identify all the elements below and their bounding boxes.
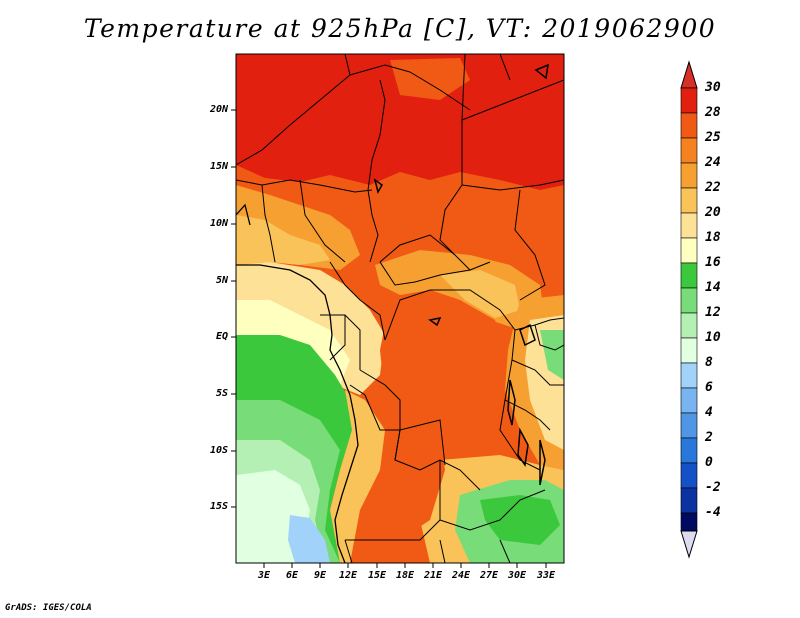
colorbar-top-arrow [680, 60, 698, 89]
footer-credit: GrADS: IGES/COLA [5, 603, 92, 613]
colorbar-label-18: 18 [705, 230, 721, 245]
colorbar-label-10: 10 [705, 330, 721, 345]
region-25-28-southwest [375, 420, 445, 540]
lon-label-27e: 27E [479, 570, 499, 581]
lon-label-33e: 33E [536, 570, 556, 581]
colorbar-label-8: 8 [705, 355, 713, 370]
region-14-16-south [480, 495, 560, 545]
region-6-8-angola [288, 515, 330, 563]
lakes [373, 63, 549, 486]
lat-label-15s: 15S [209, 501, 228, 512]
region-28-30 [236, 54, 564, 190]
lon-label-3e: 3E [257, 570, 271, 581]
lat-label-5s: 5S [215, 388, 228, 399]
lon-label-6e: 6E [285, 570, 299, 581]
lon-ticks [263, 563, 547, 568]
colorbar-label-25: 25 [705, 130, 721, 145]
colorbar-label-30: 30 [705, 80, 721, 95]
lon-label-30e: 30E [507, 570, 527, 581]
lon-label-9e: 9E [313, 570, 327, 581]
region-25-28-north [390, 58, 470, 100]
country-borders [236, 54, 564, 563]
map-frame [235, 53, 565, 564]
lat-label-10n: 10N [209, 218, 228, 229]
lat-label-20n: 20N [209, 104, 228, 115]
colorbar-label-minus2: -2 [705, 480, 721, 495]
lon-label-24e: 24E [451, 570, 471, 581]
region-25-28-interior [380, 290, 505, 460]
colorbar-label-4: 4 [705, 405, 713, 420]
colorbar-label-16: 16 [705, 255, 721, 270]
region-12-14-east [540, 330, 564, 380]
colorbar-label-28: 28 [705, 105, 721, 120]
colorbar-bottom-arrow [680, 530, 698, 559]
lon-label-12e: 12E [338, 570, 358, 581]
colorbar-label-minus4: -4 [705, 505, 721, 520]
colorbar-label-22: 22 [705, 180, 721, 195]
chart-title: Temperature at 925hPa [C], VT: 201906290… [83, 14, 717, 43]
region-20-22-coast [330, 390, 385, 563]
colorbar [680, 60, 698, 559]
lon-label-15e: 15E [367, 570, 387, 581]
temperature-field [236, 54, 564, 563]
colorbar-label-2: 2 [705, 430, 713, 445]
colorbar-label-0: 0 [705, 455, 713, 470]
lat-label-eq: EQ [215, 331, 228, 342]
colorbar-label-24: 24 [705, 155, 721, 170]
colorbar-label-14: 14 [705, 280, 721, 295]
coastline [236, 203, 359, 563]
lon-label-21e: 21E [423, 570, 443, 581]
lat-label-5n: 5N [215, 275, 228, 286]
lat-label-15n: 15N [209, 161, 228, 172]
lon-label-18e: 18E [395, 570, 415, 581]
colorbar-label-20: 20 [705, 205, 721, 220]
lat-label-10s: 10S [209, 445, 228, 456]
lat-ticks [231, 109, 236, 508]
region-20-22-central [440, 270, 520, 318]
colorbar-label-12: 12 [705, 305, 721, 320]
region-20-22-west [236, 215, 330, 265]
colorbar-label-6: 6 [705, 380, 713, 395]
